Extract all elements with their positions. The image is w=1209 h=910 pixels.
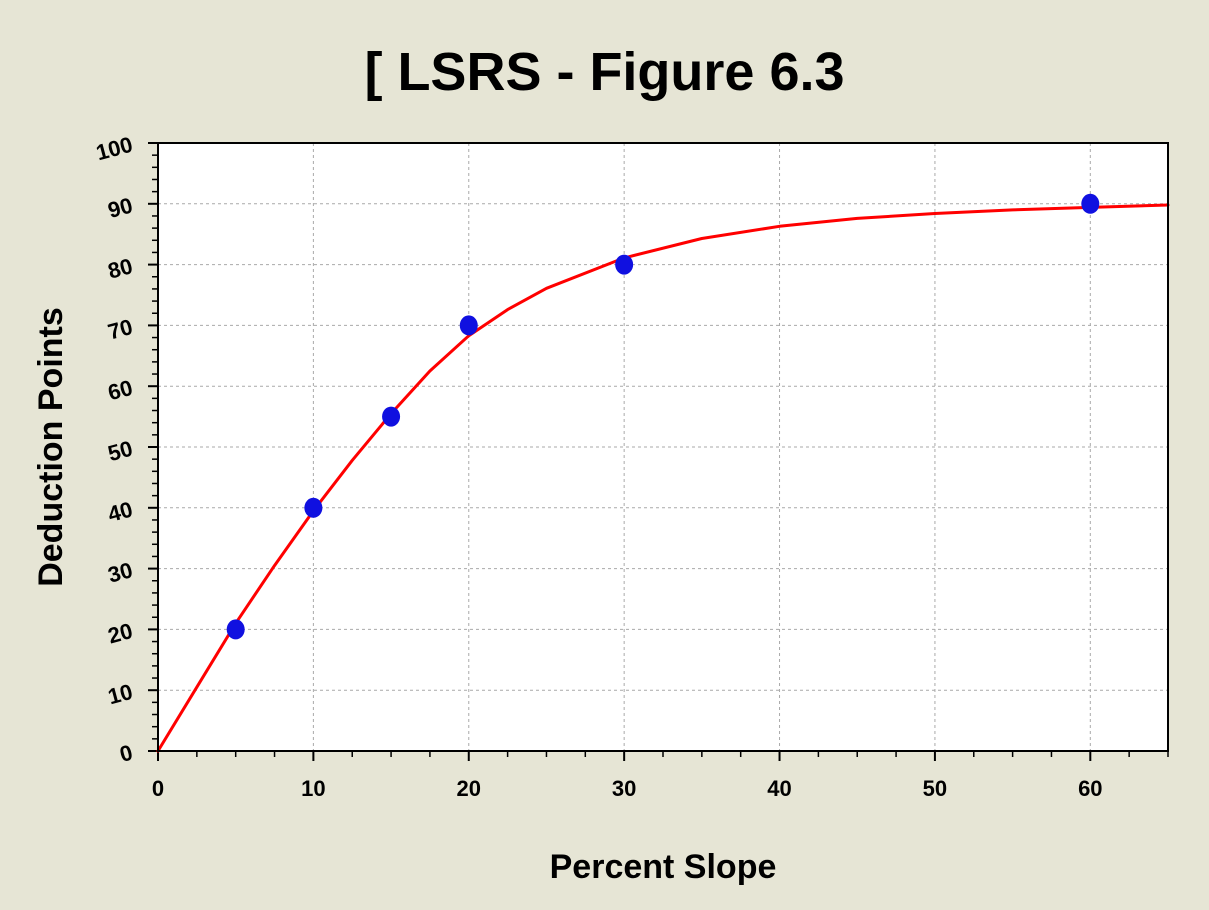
y-tick-label: 10 [105, 679, 135, 709]
x-axis-title: Percent Slope [550, 848, 777, 886]
plot-frame [157, 142, 1169, 752]
y-tick-label: 50 [105, 436, 135, 466]
y-tick-label: 0 [117, 740, 135, 767]
x-tick-label: 40 [767, 776, 791, 801]
grid [158, 143, 1168, 751]
x-tick-label: 20 [457, 776, 481, 801]
data-point [1081, 193, 1100, 214]
y-tick-label: 60 [105, 375, 135, 405]
y-tick-label: 40 [105, 496, 135, 526]
data-point [226, 619, 245, 640]
y-axis-title: Deduction Points [32, 307, 70, 587]
data-point [382, 406, 401, 427]
chart-title: [ LSRS - Figure 6.3 [364, 42, 845, 102]
axis-ticks [148, 142, 1169, 761]
x-tick-label: 30 [612, 776, 636, 801]
fitted-curve [156, 203, 1170, 753]
x-tick-label: 50 [923, 776, 947, 801]
y-tick-label: 70 [105, 314, 135, 344]
y-tick-label: 30 [105, 557, 135, 587]
y-tick-label: 20 [105, 618, 135, 648]
x-tick-label: 10 [301, 776, 325, 801]
data-point [615, 254, 634, 275]
curve-line [156, 203, 1170, 753]
data-point [304, 497, 323, 518]
data-point [459, 315, 478, 336]
x-tick-label: 60 [1078, 776, 1102, 801]
y-tick-label: 80 [105, 253, 135, 283]
data-points [226, 193, 1100, 640]
y-tick-label: 100 [93, 132, 135, 166]
y-tick-label: 90 [105, 192, 135, 222]
x-tick-label: 0 [152, 776, 164, 801]
